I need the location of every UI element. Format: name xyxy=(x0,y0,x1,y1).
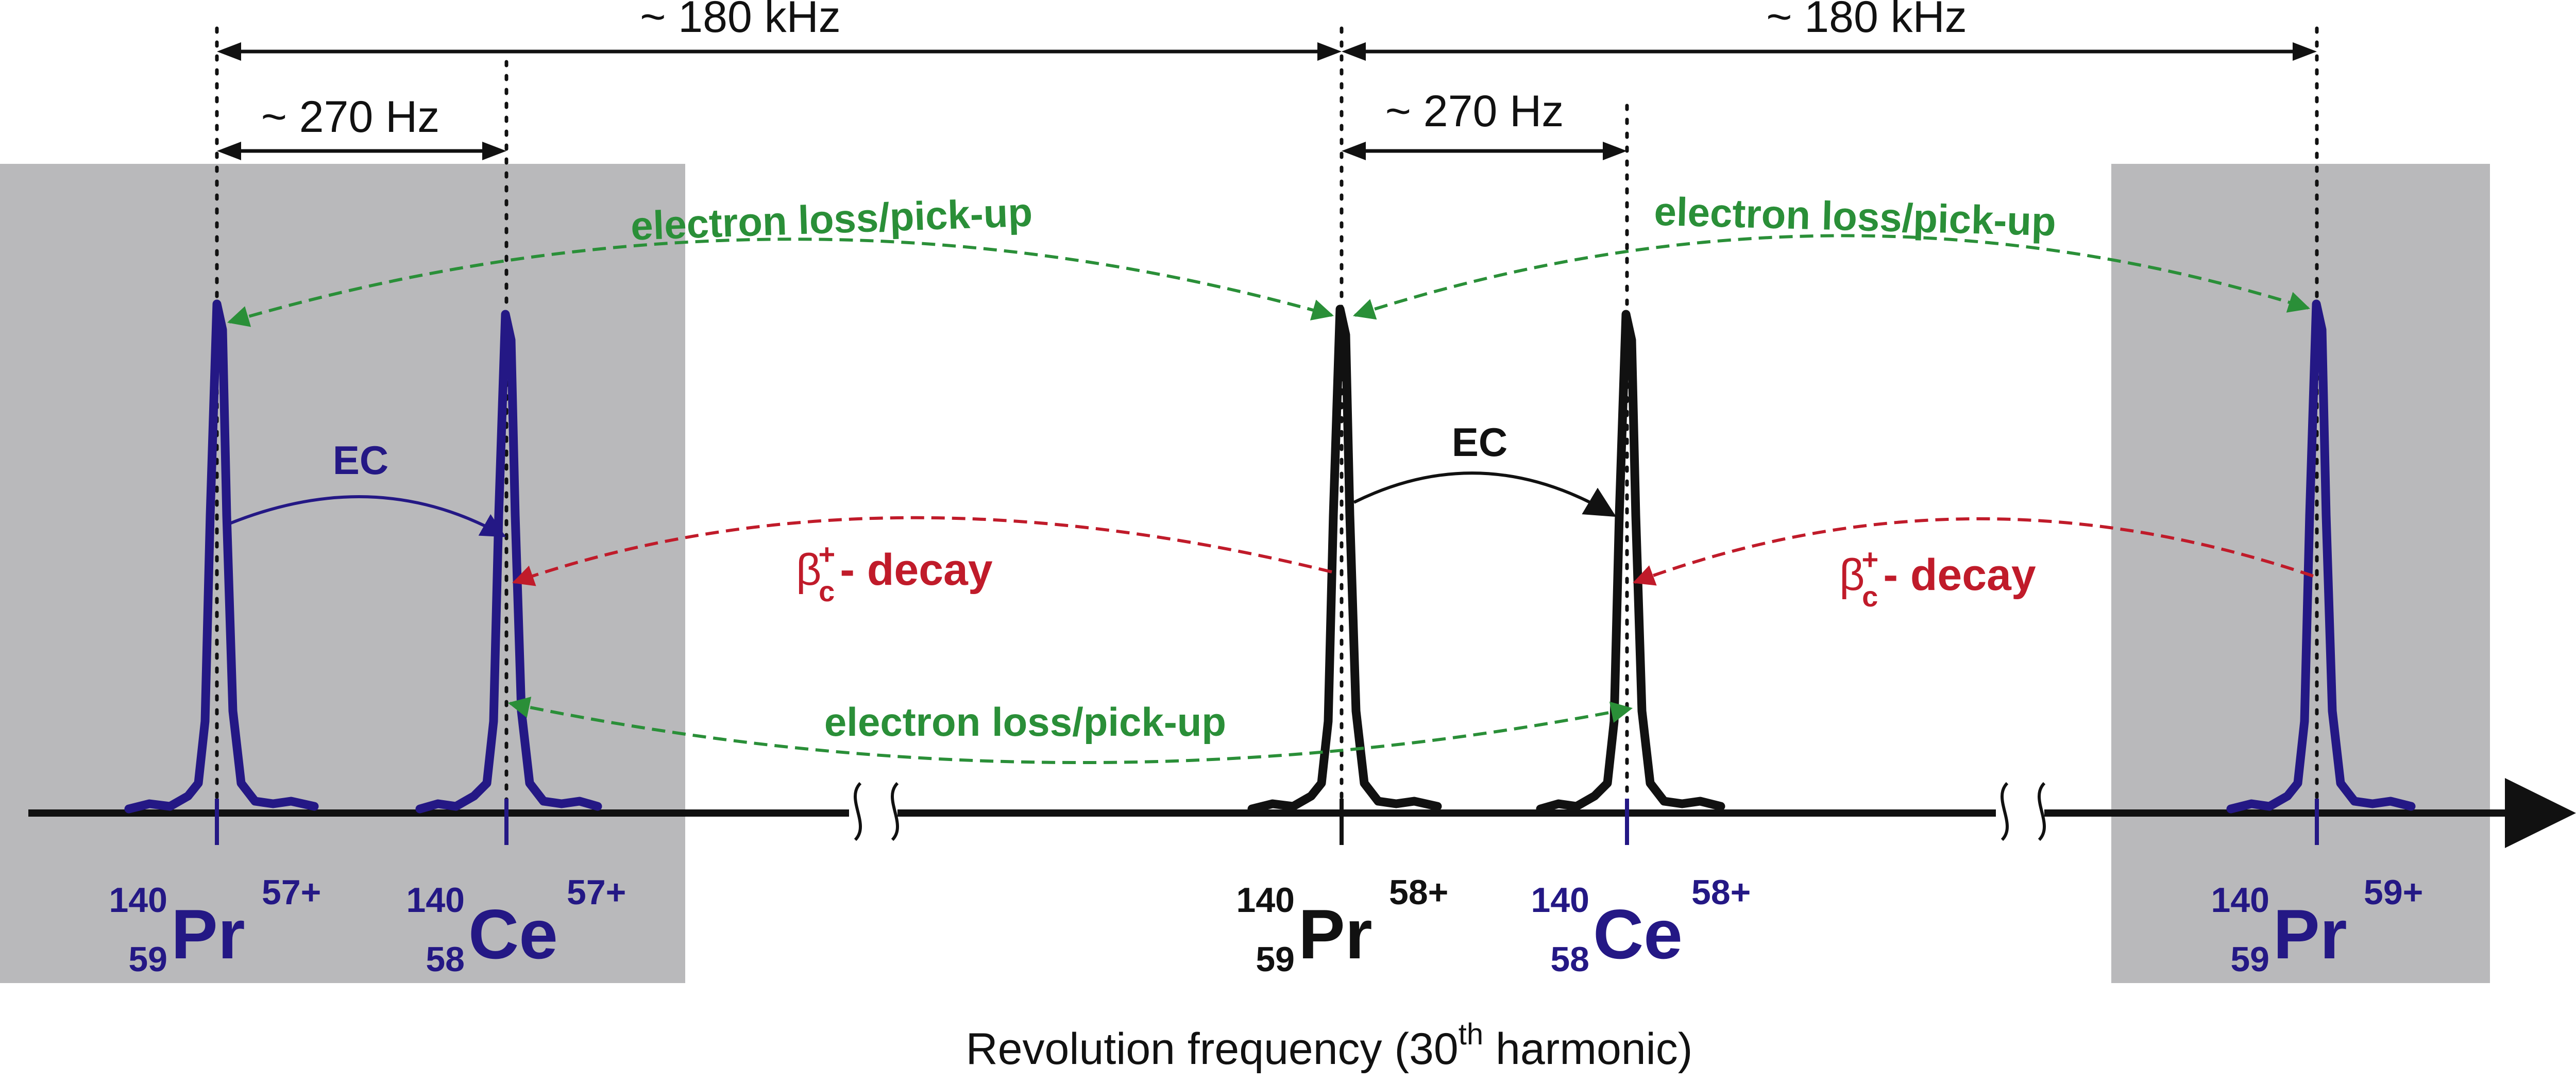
ion-label-pr57: 140 59 Pr 57+ xyxy=(109,873,321,979)
ec-arrow-center xyxy=(1353,471,1617,517)
ion-pr58-mass: 140 xyxy=(1236,881,1295,920)
ion-label-ce57: 140 58 Ce 57+ xyxy=(406,873,626,979)
label-electron-bottom: electron loss/pick-up xyxy=(824,699,1226,745)
frequency-axis xyxy=(28,778,2576,848)
ion-ce58-mass: 140 xyxy=(1531,881,1589,920)
peak-pr59 xyxy=(2226,299,2416,814)
beta-arrow-left xyxy=(512,516,1332,586)
label-ec-left: EC xyxy=(333,437,388,483)
axis-title: Revolution frequency (30th harmonic) xyxy=(966,1018,1693,1074)
peak-pr57 xyxy=(124,299,319,814)
ion-ce57-element: Ce xyxy=(468,895,558,973)
ion-label-pr59: 140 59 Pr 59+ xyxy=(2211,873,2424,979)
axis-arrowhead xyxy=(2505,778,2576,848)
ion-pr57-element: Pr xyxy=(171,895,245,973)
ion-pr59-z: 59 xyxy=(2230,940,2269,979)
label-180khz-left: ~ 180 kHz xyxy=(640,0,841,42)
spacing-arrows xyxy=(217,42,2317,160)
electron-arrow-top-right xyxy=(1353,234,2311,320)
axis-break-left xyxy=(854,782,899,841)
ion-ce58-charge: 58+ xyxy=(1691,873,1751,912)
beta-left-sup: + xyxy=(818,538,835,570)
beta-right-symbol: β xyxy=(1839,550,1865,600)
peak-ce57 xyxy=(415,310,602,814)
ion-pr57-charge: 57+ xyxy=(262,873,321,912)
beta-right-sub: c xyxy=(1862,580,1878,613)
ion-label-pr58: 140 59 Pr 58+ xyxy=(1236,873,1449,979)
ion-pr58-element: Pr xyxy=(1298,895,1372,973)
label-270hz-right: ~ 270 Hz xyxy=(1385,87,1564,136)
shaded-region-left xyxy=(0,164,685,983)
label-beta-right: β+ c - decay xyxy=(1839,543,2036,613)
label-electron-top-right: electron loss/pick-up xyxy=(1654,189,2057,244)
ion-pr58-charge: 58+ xyxy=(1389,873,1448,912)
beta-left-sub: c xyxy=(819,575,835,607)
axis-title-main: Revolution frequency (30 xyxy=(966,1024,1459,1074)
ion-pr57-mass: 140 xyxy=(109,881,167,920)
peak-ce58 xyxy=(1536,310,1725,814)
beta-arrow-right xyxy=(1633,517,2314,586)
ion-pr59-charge: 59+ xyxy=(2364,873,2423,912)
axis-ticks xyxy=(215,799,2319,845)
axis-title-sup: th xyxy=(1459,1018,1483,1051)
electron-arrow-bottom xyxy=(507,697,1633,765)
label-270hz-left: ~ 270 Hz xyxy=(261,92,440,142)
axis-title-end: harmonic) xyxy=(1483,1024,1692,1074)
shaded-region-right xyxy=(2111,164,2490,983)
ion-ce57-charge: 57+ xyxy=(567,873,626,912)
ion-ce57-mass: 140 xyxy=(406,881,465,920)
label-beta-left: β+ c - decay xyxy=(796,538,993,607)
axis-break-right xyxy=(2001,782,2046,841)
ion-ce57-z: 58 xyxy=(426,940,465,979)
ion-ce58-z: 58 xyxy=(1550,940,1589,979)
ion-pr59-element: Pr xyxy=(2273,895,2347,973)
label-electron-top-left: electron loss/pick-up xyxy=(630,189,1033,248)
label-180khz-right: ~ 180 kHz xyxy=(1766,0,1967,42)
ion-pr58-z: 59 xyxy=(1256,940,1295,979)
ion-ce58-element: Ce xyxy=(1593,895,1683,973)
ion-pr59-mass: 140 xyxy=(2211,881,2269,920)
ion-pr57-z: 59 xyxy=(128,940,167,979)
label-ec-center: EC xyxy=(1452,419,1507,465)
electron-arrow-top-left xyxy=(227,238,1334,327)
beta-right-sup: + xyxy=(1861,543,1878,576)
ec-arrow-left xyxy=(226,495,506,537)
beta-left-symbol: β xyxy=(796,545,821,595)
beta-right-rest: - decay xyxy=(1883,550,2036,600)
beta-left-rest: - decay xyxy=(840,545,993,595)
ion-label-ce58: 140 58 Ce 58+ xyxy=(1531,873,1751,979)
peak-pr58 xyxy=(1247,305,1442,814)
